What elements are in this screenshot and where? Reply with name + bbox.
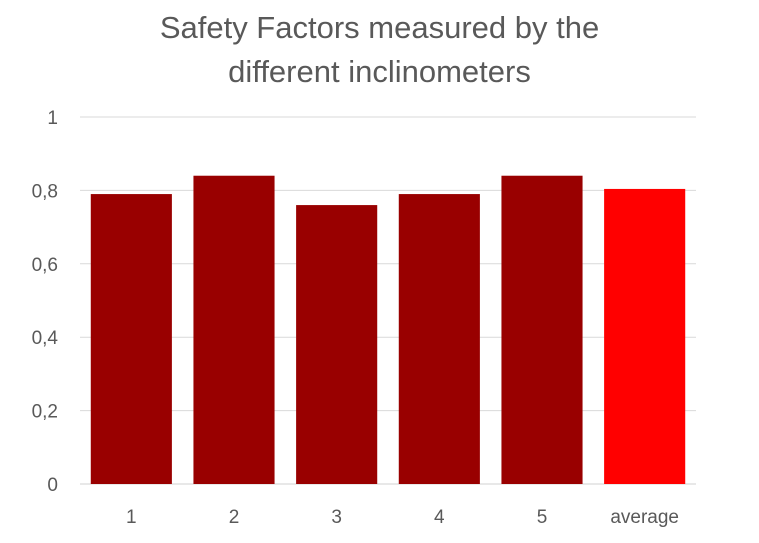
x-tick-label: 3 bbox=[331, 507, 342, 528]
x-tick-label: 2 bbox=[229, 507, 240, 528]
x-tick-label: 4 bbox=[434, 507, 445, 528]
x-tick-label: 1 bbox=[126, 507, 137, 528]
y-tick-label: 0,6 bbox=[32, 255, 58, 276]
y-tick-label: 1 bbox=[47, 108, 58, 129]
y-tick-label: 0,2 bbox=[32, 402, 58, 423]
bar-3 bbox=[296, 205, 378, 484]
bar-5 bbox=[501, 175, 583, 484]
x-tick-label: 5 bbox=[537, 507, 548, 528]
chart-title: Safety Factors measured by the different… bbox=[0, 6, 759, 94]
y-tick-label: 0 bbox=[47, 475, 58, 496]
chart-title-line-2: different inclinometers bbox=[228, 54, 531, 89]
bar-4 bbox=[398, 194, 480, 484]
y-tick-label: 0,4 bbox=[32, 328, 59, 349]
y-tick-label: 0,8 bbox=[32, 181, 58, 202]
bar-average bbox=[604, 188, 686, 484]
chart-title-line-1: Safety Factors measured by the bbox=[159, 10, 600, 45]
bar-2 bbox=[193, 175, 275, 484]
x-tick-label: average bbox=[610, 507, 679, 528]
bar-1 bbox=[90, 194, 172, 484]
